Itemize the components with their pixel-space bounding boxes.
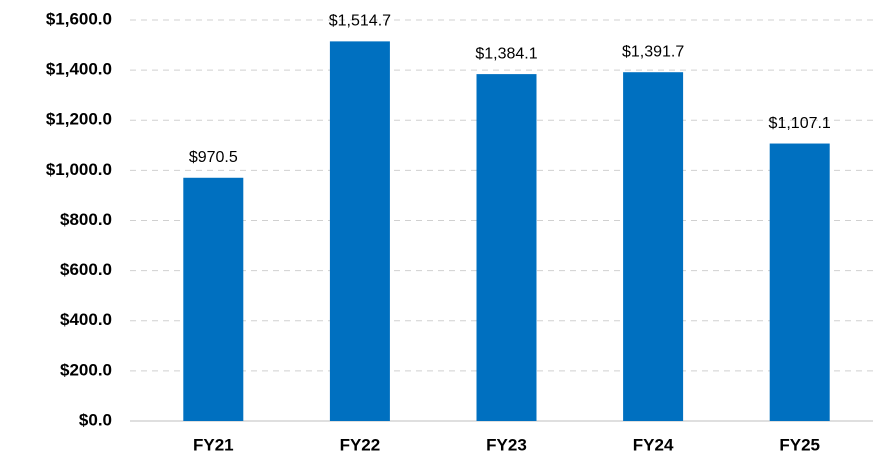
value-label: $1,391.7 bbox=[622, 43, 684, 60]
x-tick-label: FY23 bbox=[486, 435, 527, 454]
y-tick-label: $800.0 bbox=[60, 210, 112, 229]
bar bbox=[769, 143, 830, 421]
bar bbox=[623, 72, 684, 421]
bar bbox=[183, 177, 244, 421]
x-tick-label: FY24 bbox=[633, 435, 674, 454]
y-tick-label: $1,600.0 bbox=[46, 9, 112, 28]
value-label: $970.5 bbox=[189, 149, 238, 166]
y-tick-label: $0.0 bbox=[79, 410, 112, 429]
y-tick-label: $600.0 bbox=[60, 260, 112, 279]
bar bbox=[476, 74, 537, 422]
x-tick-label: FY22 bbox=[340, 435, 381, 454]
value-label: $1,514.7 bbox=[329, 13, 391, 30]
y-tick-label: $1,400.0 bbox=[46, 60, 112, 79]
y-tick-label: $1,000.0 bbox=[46, 160, 112, 179]
value-label: $1,107.1 bbox=[769, 115, 831, 132]
value-label: $1,384.1 bbox=[475, 45, 537, 62]
x-tick-label: FY21 bbox=[193, 435, 234, 454]
y-tick-label: $200.0 bbox=[60, 360, 112, 379]
bar bbox=[329, 41, 390, 422]
y-tick-label: $400.0 bbox=[60, 310, 112, 329]
x-tick-label: FY25 bbox=[779, 435, 820, 454]
y-tick-label: $1,200.0 bbox=[46, 110, 112, 129]
